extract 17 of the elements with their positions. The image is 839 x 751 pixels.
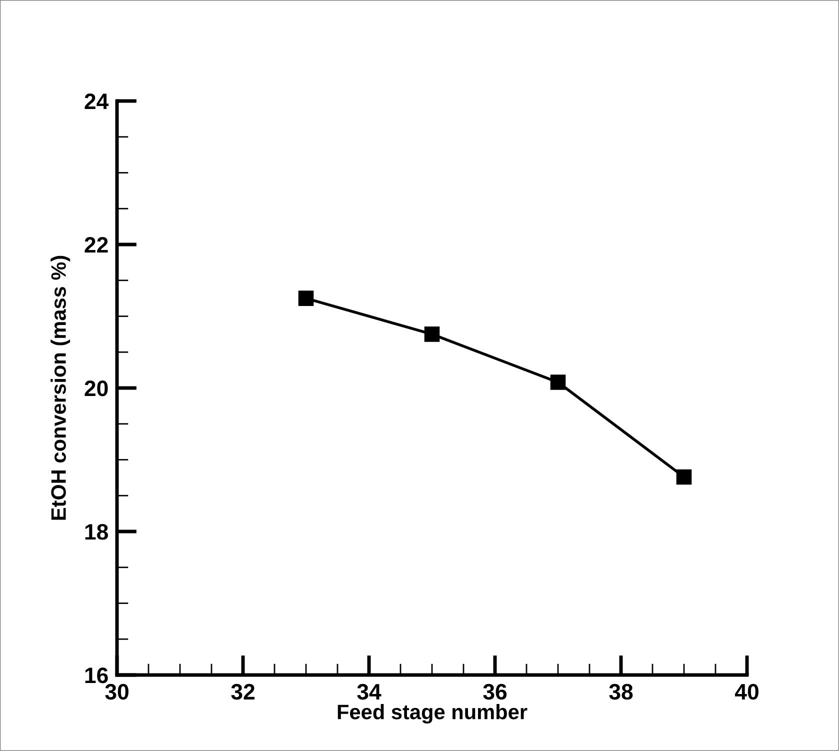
x-tick-label: 40 <box>734 684 758 700</box>
y-tick-label: 22 <box>84 237 108 253</box>
x-tick-label: 32 <box>231 684 254 700</box>
y-tick-label: 20 <box>84 380 108 396</box>
x-tick-label: 34 <box>357 684 382 700</box>
y-tick-label: 24 <box>84 94 109 110</box>
point <box>550 374 566 390</box>
x-tick-label: 36 <box>483 684 507 700</box>
point <box>424 326 440 342</box>
x-axis-title: Feed stage number <box>338 704 528 724</box>
x-tick-label: 30 <box>105 684 128 700</box>
y-tick-label: 16 <box>85 668 108 684</box>
y-tick-label: 18 <box>85 524 108 540</box>
point <box>676 469 692 485</box>
y-axis-title: EtOH conversion (mass %) <box>50 256 70 520</box>
point <box>298 290 314 306</box>
x-tick-label: 38 <box>609 684 633 700</box>
